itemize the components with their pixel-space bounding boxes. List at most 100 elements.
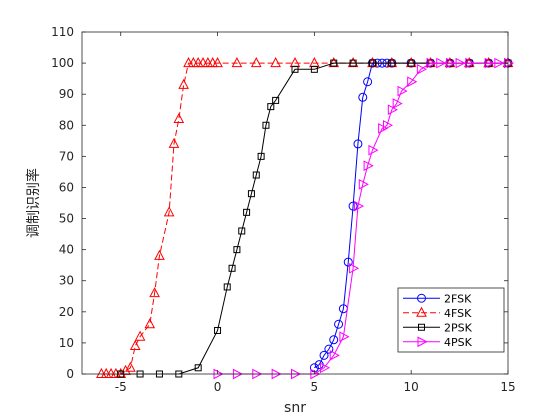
data-point-4fsk bbox=[367, 57, 378, 68]
y-tick-label: 90 bbox=[59, 87, 74, 101]
data-point-4fsk bbox=[328, 57, 340, 68]
y-tick-label: 10 bbox=[59, 336, 74, 350]
y-tick-label: 110 bbox=[51, 25, 74, 39]
data-point-2psk bbox=[272, 96, 280, 104]
data-point-4fsk bbox=[163, 206, 175, 217]
data-point-4psk bbox=[465, 57, 476, 69]
data-point-2psk bbox=[228, 264, 236, 272]
data-point-4psk bbox=[339, 331, 350, 343]
data-point-4fsk bbox=[168, 137, 180, 148]
y-tick-label: 0 bbox=[66, 367, 74, 381]
axes-box bbox=[81, 31, 509, 375]
data-point-4fsk bbox=[144, 318, 156, 329]
data-point-2psk bbox=[247, 190, 255, 198]
data-point-4psk bbox=[455, 57, 466, 69]
data-point-2psk bbox=[407, 59, 415, 67]
data-point-2psk bbox=[252, 171, 260, 179]
data-point-4psk bbox=[397, 85, 408, 97]
data-point-2psk bbox=[233, 246, 241, 254]
data-point-4fsk bbox=[178, 78, 189, 89]
data-point-2psk bbox=[243, 208, 251, 216]
data-point-4psk bbox=[382, 119, 394, 131]
data-point-4fsk bbox=[483, 57, 494, 68]
data-point-4fsk bbox=[250, 57, 262, 68]
data-point-2fsk bbox=[343, 257, 353, 267]
legend-item-2fsk: 2FSK bbox=[403, 292, 472, 305]
data-point-4fsk bbox=[173, 112, 185, 124]
y-tick-label: 70 bbox=[59, 149, 74, 163]
data-point-4fsk bbox=[386, 57, 398, 68]
data-point-4fsk bbox=[149, 287, 160, 298]
data-point-4fsk bbox=[134, 330, 146, 341]
legend-label: 2FSK bbox=[444, 292, 472, 305]
data-point-4fsk bbox=[270, 57, 281, 68]
x-tick-label: 0 bbox=[214, 380, 222, 394]
legend-marker bbox=[416, 306, 427, 317]
data-point-4psk bbox=[392, 98, 403, 109]
data-point-4psk bbox=[387, 104, 398, 116]
data-point-2psk bbox=[330, 59, 338, 67]
data-point-2fsk bbox=[324, 344, 334, 354]
legend-item-4fsk: 4FSK bbox=[403, 306, 472, 320]
data-point-4fsk bbox=[212, 57, 223, 68]
y-tick-label: 60 bbox=[59, 180, 74, 194]
data-point-4psk bbox=[445, 57, 456, 69]
x-tick-label: -5 bbox=[115, 380, 127, 394]
data-point-4fsk bbox=[463, 57, 475, 68]
legend-label: 2PSK bbox=[444, 321, 473, 334]
x-tick-label: 5 bbox=[311, 380, 319, 394]
y-tick-label: 100 bbox=[51, 56, 74, 70]
data-point-4fsk bbox=[347, 57, 359, 68]
data-point-4fsk bbox=[405, 57, 417, 68]
data-point-2psk bbox=[267, 103, 275, 111]
axes-layer: -5 0 5 10 15 0 10 20 30 40 50 60 70 80 90 100 110 bbox=[51, 25, 516, 394]
data-point-4fsk bbox=[125, 361, 136, 372]
y-tick-label: 50 bbox=[59, 212, 74, 226]
data-point-2fsk bbox=[329, 335, 339, 345]
data-point-4psk bbox=[436, 57, 447, 69]
y-tick-label: 40 bbox=[59, 243, 74, 257]
data-point-2fsk bbox=[358, 92, 368, 102]
series-line-2psk bbox=[120, 62, 508, 375]
data-point-4psk bbox=[484, 57, 495, 69]
data-point-2fsk bbox=[348, 201, 358, 211]
data-point-2psk bbox=[349, 59, 357, 67]
data-point-4psk bbox=[407, 76, 418, 88]
legend-item-2psk: 2PSK bbox=[403, 321, 473, 334]
data-point-4psk bbox=[329, 350, 340, 361]
data-point-2psk bbox=[368, 59, 376, 67]
data-point-2psk bbox=[194, 364, 202, 372]
y-tick-label: 20 bbox=[59, 305, 74, 319]
data-point-2psk bbox=[262, 121, 270, 129]
data-point-4psk bbox=[320, 362, 331, 374]
data-point-2fsk bbox=[363, 77, 373, 87]
data-point-4fsk bbox=[425, 57, 436, 68]
data-point-4psk bbox=[494, 57, 505, 69]
data-point-4psk bbox=[353, 200, 365, 212]
y-tick-label: 30 bbox=[59, 274, 74, 288]
data-point-2psk bbox=[238, 227, 246, 235]
data-point-4psk bbox=[416, 63, 427, 75]
data-point-4psk bbox=[349, 262, 360, 274]
data-point-2fsk bbox=[319, 350, 329, 360]
legend-marker bbox=[418, 323, 425, 331]
data-point-2psk bbox=[291, 65, 299, 73]
data-point-2psk bbox=[310, 65, 318, 73]
data-point-4psk bbox=[378, 123, 389, 134]
x-tick-label: 15 bbox=[500, 380, 515, 394]
data-point-2fsk bbox=[334, 319, 344, 329]
data-point-4psk bbox=[358, 179, 369, 190]
y-axis-label: 调制识别率 bbox=[25, 168, 42, 238]
data-point-4psk bbox=[368, 144, 379, 156]
y-tick-label: 80 bbox=[59, 118, 74, 132]
data-point-4psk bbox=[426, 57, 437, 69]
legend-item-4psk: 4PSK bbox=[403, 336, 473, 349]
x-axis-label: snr bbox=[284, 400, 306, 416]
legend-marker bbox=[417, 293, 426, 303]
data-point-4fsk bbox=[154, 249, 165, 260]
data-point-2psk bbox=[223, 283, 231, 291]
x-tick-label: 10 bbox=[404, 380, 419, 394]
legend-label: 4FSK bbox=[444, 307, 472, 320]
